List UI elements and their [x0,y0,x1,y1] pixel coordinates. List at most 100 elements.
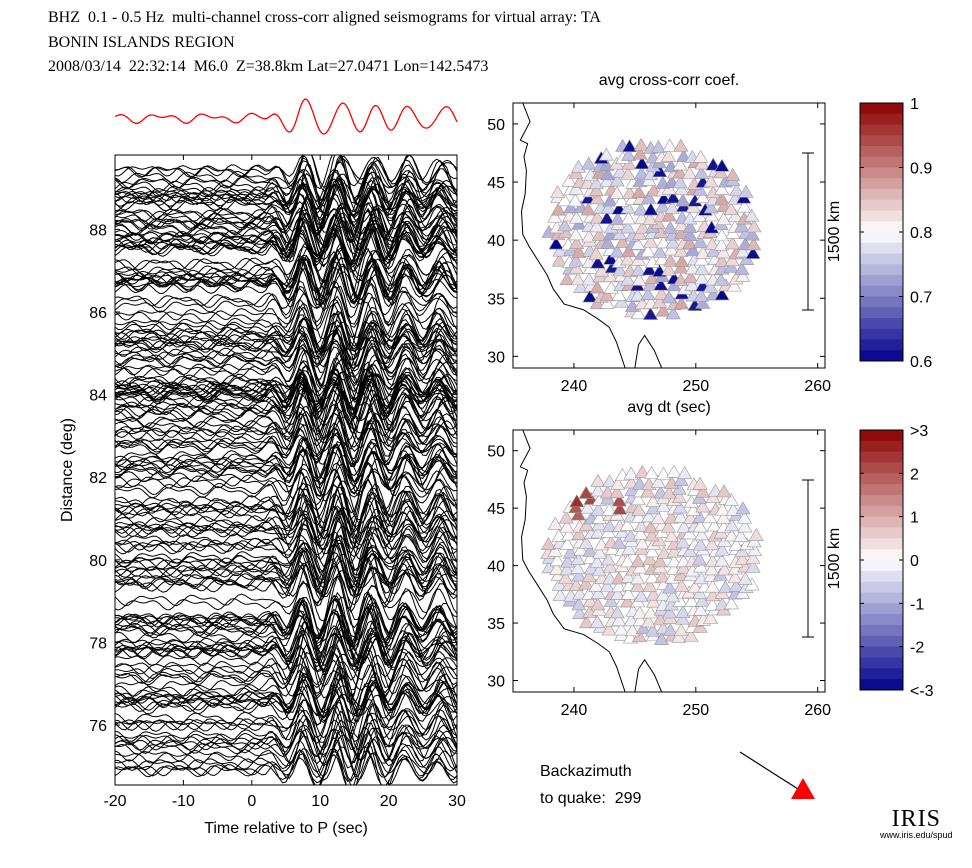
station-triangle [685,261,701,275]
seismogram-trace [115,478,457,528]
map-axes-box [512,429,826,693]
station-triangle [630,571,646,585]
station-triangle [634,464,650,478]
station-triangle [704,597,720,611]
iris-url[interactable]: www.iris.edu/spud [880,830,953,840]
station-triangle [684,277,700,291]
station-triangle [557,193,573,207]
station-triangle [590,255,606,269]
station-triangle [656,499,672,513]
station-triangle [735,244,751,258]
colorbar-tick-label: 0.6 [910,354,932,371]
colorbar-tick-label: 1 [910,510,919,527]
station-triangle [643,605,659,619]
station-triangle [738,184,754,198]
station-triangle [641,262,657,276]
station-triangle [559,519,575,533]
station-triangle [675,535,691,549]
colorbar-segment [860,657,903,669]
x-tick-label: 250 [682,702,709,719]
station-triangle [629,579,645,592]
station-triangle [561,173,577,187]
station-triangle [620,594,636,608]
station-triangle [665,235,681,249]
station-triangle [557,218,573,232]
seismogram-trace [115,556,457,613]
colorbar-segment [860,614,903,626]
colorbar-segment [860,350,903,362]
station-triangle [693,149,709,163]
seismogram-trace [115,384,457,433]
station-triangle [675,193,691,207]
station-triangle [687,579,703,593]
station-triangle [656,466,672,480]
seismogram-trace [115,295,457,351]
colorbar-segment [860,451,903,463]
station-triangle [645,494,661,508]
iris-logo[interactable]: IRIS www.iris.edu/spud [880,807,953,840]
station-triangle [599,157,615,171]
station-triangle [589,296,605,310]
station-triangle [632,605,648,619]
station-triangle [633,518,649,532]
colorbar-segment [860,253,903,265]
seismogram-trace [115,254,457,312]
station-triangle [682,228,698,242]
station-triangle [727,208,743,222]
seismogram-trace [115,665,457,719]
seismogram-trace [115,746,457,781]
station-triangle [613,294,629,308]
colorbar-segment [860,135,903,147]
station-triangle [609,485,625,499]
station-triangle [714,553,730,567]
colorbar-segment [860,103,903,115]
colorbar-tick-label: 2 [910,466,919,483]
station-triangle [693,252,709,266]
seismogram-trace [115,714,457,763]
seismogram-trace [115,229,457,265]
station-triangle [572,606,588,619]
seismogram-trace [115,741,457,785]
y-tick-label: 76 [89,718,107,735]
backazimuth-arrow [739,751,799,790]
station-triangle [713,237,729,251]
y-tick-label: 45 [487,501,505,518]
colorbar-tick-label: <-3 [910,683,934,700]
station-triangle [652,244,668,258]
station-triangle [547,209,563,223]
station-triangle [733,528,749,542]
station-triangle [695,190,711,204]
station-triangle [728,537,744,551]
seismogram-trace [115,349,457,390]
station-triangle [631,502,647,516]
station-triangle [644,465,660,479]
station-triangle [704,236,720,250]
station-triangle [630,306,646,320]
station-triangle [676,149,692,163]
seismogram-trace [115,324,457,374]
station-triangle [559,562,575,576]
colorbar-segment [860,538,903,550]
station-triangle [549,561,565,575]
station-triangle [559,536,575,550]
seismogram-trace [115,207,457,267]
colorbar-segment [860,430,903,442]
station-triangle [603,594,619,607]
y-tick-label: 88 [89,222,107,239]
station-triangle [660,148,677,162]
station-triangle [632,476,648,490]
seismogram-trace [115,431,457,486]
colorbar-segment [860,296,903,308]
station-triangle [550,185,566,199]
station-triangle [734,218,750,232]
seismogram-trace [115,240,457,282]
station-triangle [714,182,730,195]
station-triangle [664,529,680,542]
station-triangle [601,474,618,488]
station-triangle [635,220,651,234]
colorbar-segment [860,178,903,190]
station-triangle [551,253,567,267]
station-triangle [717,562,733,576]
station-triangle [630,263,646,277]
backazimuth-value: to quake: 299 [540,790,642,807]
